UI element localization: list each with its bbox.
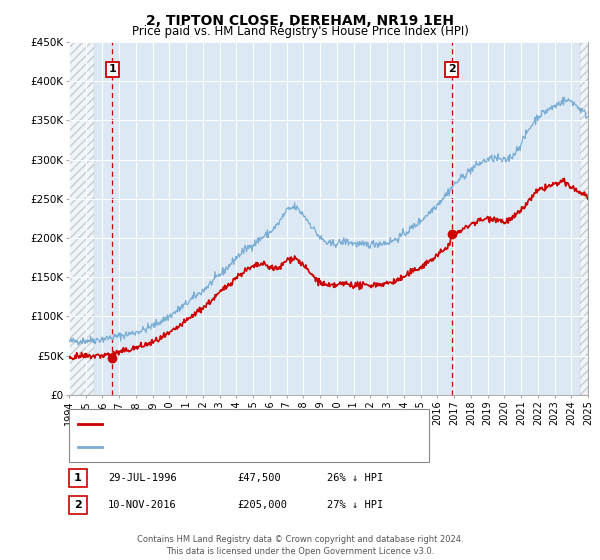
- Text: 1: 1: [109, 64, 116, 74]
- Text: 2: 2: [448, 64, 455, 74]
- Text: Contains HM Land Registry data © Crown copyright and database right 2024.
This d: Contains HM Land Registry data © Crown c…: [137, 535, 463, 556]
- Text: £205,000: £205,000: [237, 500, 287, 510]
- Bar: [69, 42, 94, 395]
- Bar: [580, 42, 588, 395]
- Text: 2, TIPTON CLOSE, DEREHAM, NR19 1EH: 2, TIPTON CLOSE, DEREHAM, NR19 1EH: [146, 14, 454, 28]
- Text: HPI: Average price, detached house, Breckland: HPI: Average price, detached house, Brec…: [107, 442, 352, 452]
- Text: Price paid vs. HM Land Registry's House Price Index (HPI): Price paid vs. HM Land Registry's House …: [131, 25, 469, 38]
- Text: £47,500: £47,500: [237, 473, 281, 483]
- Text: 29-JUL-1996: 29-JUL-1996: [108, 473, 177, 483]
- Text: 10-NOV-2016: 10-NOV-2016: [108, 500, 177, 510]
- Text: 1: 1: [74, 473, 82, 483]
- Text: 26% ↓ HPI: 26% ↓ HPI: [327, 473, 383, 483]
- Text: 2, TIPTON CLOSE, DEREHAM, NR19 1EH (detached house): 2, TIPTON CLOSE, DEREHAM, NR19 1EH (deta…: [107, 419, 407, 429]
- Text: 27% ↓ HPI: 27% ↓ HPI: [327, 500, 383, 510]
- Text: 2: 2: [74, 500, 82, 510]
